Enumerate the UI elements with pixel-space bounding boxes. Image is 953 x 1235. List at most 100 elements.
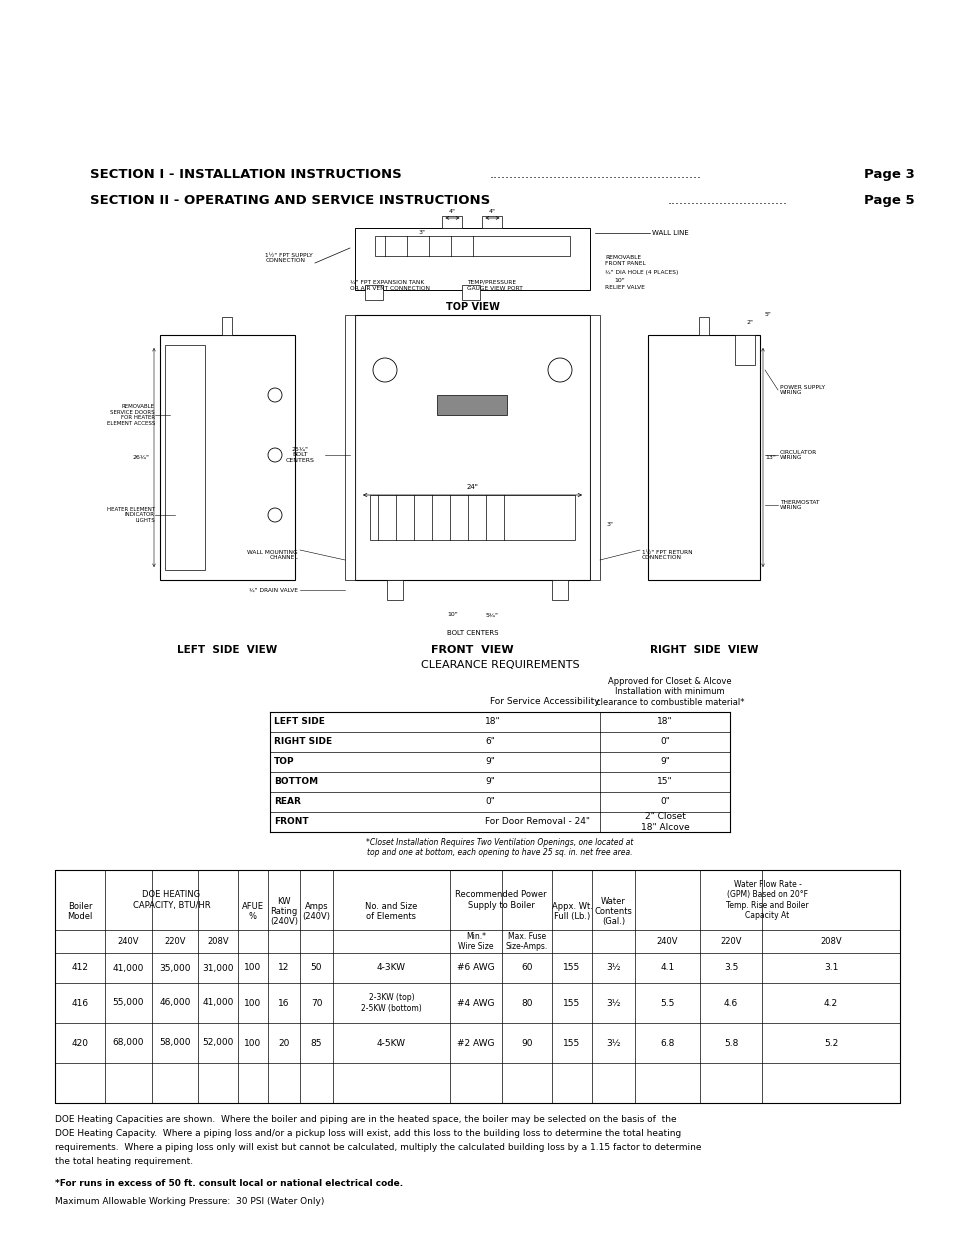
- Text: 41,000: 41,000: [112, 963, 144, 972]
- Text: .....................................................: ........................................…: [490, 168, 701, 182]
- Text: 55,000: 55,000: [112, 999, 144, 1008]
- Text: 50: 50: [311, 963, 322, 972]
- Text: 2-3KW (top)
2-5KW (bottom): 2-3KW (top) 2-5KW (bottom): [361, 993, 421, 1013]
- Bar: [589, 315, 599, 580]
- Bar: [55, 869, 899, 1103]
- Text: Water
Contents
(Gal.): Water Contents (Gal.): [594, 897, 632, 926]
- Text: 18": 18": [657, 718, 672, 726]
- Text: ..............................: ..............................: [667, 194, 787, 207]
- Bar: [387, 580, 402, 600]
- Text: SECTION II - OPERATING AND SERVICE INSTRUCTIONS: SECTION II - OPERATING AND SERVICE INSTR…: [90, 194, 490, 207]
- Text: 0": 0": [659, 798, 669, 806]
- Bar: [482, 216, 502, 228]
- Text: 4": 4": [489, 209, 496, 214]
- Text: 25¼"
BOLT
CENTERS: 25¼" BOLT CENTERS: [285, 447, 314, 463]
- Text: 80: 80: [520, 999, 532, 1008]
- Text: 60: 60: [520, 963, 532, 972]
- Text: 1½" FPT SUPPLY
CONNECTION: 1½" FPT SUPPLY CONNECTION: [265, 253, 313, 263]
- Text: 5.2: 5.2: [823, 1039, 838, 1047]
- Text: 41,000: 41,000: [202, 999, 233, 1008]
- Text: KW
Rating
(240V): KW Rating (240V): [270, 897, 297, 926]
- Text: 90: 90: [520, 1039, 532, 1047]
- Text: 31,000: 31,000: [202, 963, 233, 972]
- Text: 208V: 208V: [207, 937, 229, 946]
- Text: *Closet Installation Requires Two Ventilation Openings, one located at
top and o: *Closet Installation Requires Two Ventil…: [366, 839, 633, 857]
- Text: For Service Accessibility: For Service Accessibility: [490, 698, 599, 706]
- Text: Approved for Closet & Alcove
Installation with minimum
clearance to combustible : Approved for Closet & Alcove Installatio…: [595, 677, 743, 706]
- Text: 12: 12: [278, 963, 290, 972]
- Bar: [345, 315, 355, 580]
- Text: REAR: REAR: [274, 798, 300, 806]
- Text: 52,000: 52,000: [202, 1039, 233, 1047]
- Bar: [699, 317, 708, 335]
- Text: Page 3: Page 3: [863, 168, 914, 182]
- Text: WALL LINE: WALL LINE: [651, 230, 688, 236]
- Bar: [355, 315, 589, 580]
- Text: SECTION I - INSTALLATION INSTRUCTIONS: SECTION I - INSTALLATION INSTRUCTIONS: [90, 168, 401, 182]
- Text: 208V: 208V: [820, 937, 841, 946]
- Text: *For runs in excess of 50 ft. consult local or national electrical code.: *For runs in excess of 50 ft. consult lo…: [55, 1179, 403, 1188]
- Text: 3": 3": [418, 231, 426, 236]
- Text: Recommended Power
Supply to Boiler: Recommended Power Supply to Boiler: [455, 890, 546, 910]
- Text: 0": 0": [659, 737, 669, 746]
- Text: AFUE
%: AFUE %: [242, 902, 264, 921]
- Bar: [552, 580, 567, 600]
- Text: 70: 70: [311, 999, 322, 1008]
- Text: FRONT  VIEW: FRONT VIEW: [431, 645, 514, 655]
- Text: RIGHT SIDE: RIGHT SIDE: [274, 737, 332, 746]
- Text: Maximum Allowable Working Pressure:  30 PSI (Water Only): Maximum Allowable Working Pressure: 30 P…: [55, 1197, 324, 1207]
- Text: Appx. Wt.
Full (Lb.): Appx. Wt. Full (Lb.): [551, 902, 592, 921]
- Bar: [222, 317, 233, 335]
- Text: 3½: 3½: [605, 999, 620, 1008]
- Bar: [437, 395, 507, 415]
- Text: 4.6: 4.6: [723, 999, 738, 1008]
- Text: TOP: TOP: [274, 757, 294, 767]
- Text: 0": 0": [484, 798, 495, 806]
- Bar: [442, 216, 462, 228]
- Bar: [462, 285, 480, 300]
- Text: 2": 2": [745, 320, 753, 325]
- Text: #2 AWG: #2 AWG: [456, 1039, 495, 1047]
- Text: 3.5: 3.5: [723, 963, 738, 972]
- Text: 9": 9": [659, 757, 669, 767]
- Text: ¾" DRAIN VALVE: ¾" DRAIN VALVE: [249, 588, 297, 593]
- Text: 16: 16: [278, 999, 290, 1008]
- Text: 240V: 240V: [117, 937, 139, 946]
- Text: 220V: 220V: [164, 937, 186, 946]
- Bar: [165, 345, 205, 571]
- Text: 46,000: 46,000: [159, 999, 191, 1008]
- Text: DOE HEATING
CAPACITY, BTU/HR: DOE HEATING CAPACITY, BTU/HR: [132, 890, 210, 910]
- Text: 9": 9": [484, 757, 495, 767]
- Text: 416: 416: [71, 999, 89, 1008]
- Text: 5.5: 5.5: [659, 999, 674, 1008]
- Text: #6 AWG: #6 AWG: [456, 963, 495, 972]
- Text: LEFT  SIDE  VIEW: LEFT SIDE VIEW: [177, 645, 277, 655]
- Text: POWER SUPPLY
WIRING: POWER SUPPLY WIRING: [780, 384, 824, 395]
- Text: No. and Size
of Elements: No. and Size of Elements: [365, 902, 417, 921]
- Text: For Door Removal - 24": For Door Removal - 24": [484, 818, 589, 826]
- Text: 26¼": 26¼": [132, 454, 150, 459]
- Text: 9": 9": [484, 778, 495, 787]
- Text: DOE Heating Capacities are shown.  Where the boiler and piping are in the heated: DOE Heating Capacities are shown. Where …: [55, 1115, 676, 1124]
- Text: ¾" FPT EXPANSION TANK
OR AIR VENT CONNECTION: ¾" FPT EXPANSION TANK OR AIR VENT CONNEC…: [350, 280, 430, 290]
- Text: DOE Heating Capacity.  Where a piping loss and/or a pickup loss will exist, add : DOE Heating Capacity. Where a piping los…: [55, 1129, 680, 1137]
- Text: 4-3KW: 4-3KW: [376, 963, 406, 972]
- Text: RELIEF VALVE: RELIEF VALVE: [604, 285, 644, 290]
- Text: 4": 4": [449, 209, 456, 214]
- Text: 68,000: 68,000: [112, 1039, 144, 1047]
- Text: Amps
(240V): Amps (240V): [302, 902, 330, 921]
- Bar: [370, 495, 575, 540]
- Bar: [355, 228, 589, 290]
- Bar: [375, 236, 569, 256]
- Text: the total heating requirement.: the total heating requirement.: [55, 1157, 193, 1166]
- Text: TEMP/PRESSURE
GAUGE VIEW PORT: TEMP/PRESSURE GAUGE VIEW PORT: [467, 280, 522, 290]
- Text: 4.1: 4.1: [659, 963, 674, 972]
- Text: 85: 85: [311, 1039, 322, 1047]
- Text: 3½: 3½: [605, 963, 620, 972]
- Text: CIRCULATOR
WIRING: CIRCULATOR WIRING: [780, 450, 817, 461]
- Text: 240V: 240V: [656, 937, 678, 946]
- Text: WALL MOUNTING
CHANNEL: WALL MOUNTING CHANNEL: [247, 550, 297, 561]
- Text: 3½: 3½: [605, 1039, 620, 1047]
- Text: 155: 155: [563, 963, 580, 972]
- Text: Page 5: Page 5: [863, 194, 914, 207]
